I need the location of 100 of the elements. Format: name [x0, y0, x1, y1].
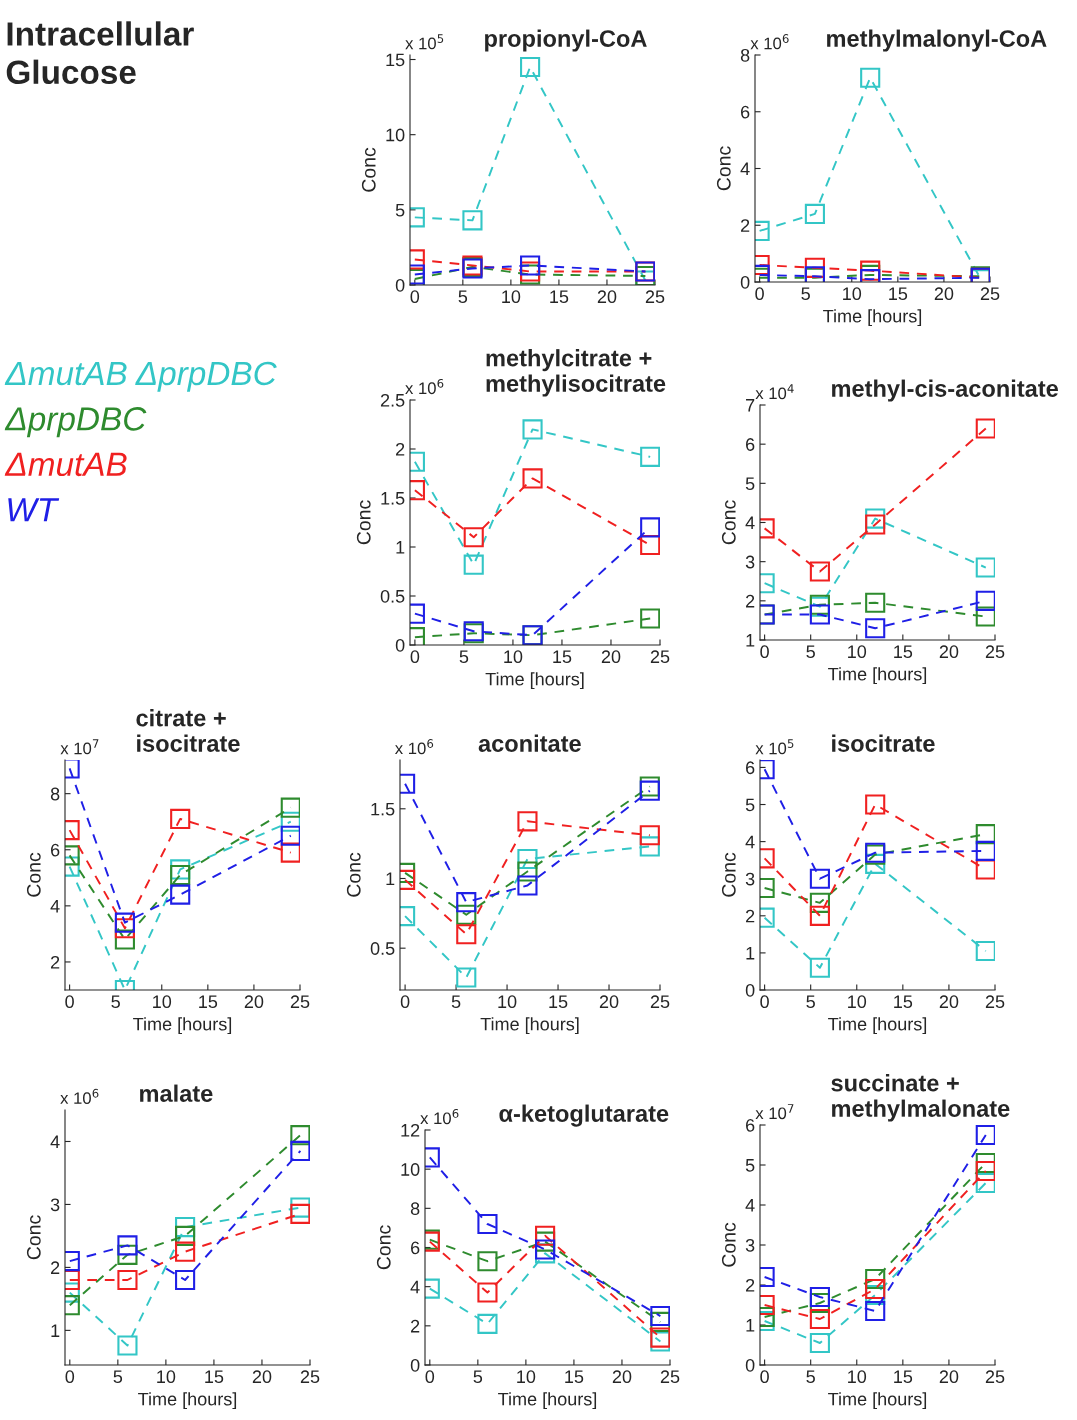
x-tick-label: 25 — [985, 645, 1005, 659]
x-tick-label: 5 — [451, 995, 461, 1009]
y-tick-label: 4 — [740, 162, 750, 176]
y-axis-title: Conc — [721, 852, 736, 897]
y-tick-label: 8 — [50, 787, 60, 801]
y-tick-label: 6 — [746, 1118, 755, 1132]
x-tick-label: 20 — [612, 1370, 632, 1384]
x-tick-label: 20 — [934, 287, 954, 301]
y-axis-title: Conc — [356, 500, 371, 545]
y-tick-label: 2 — [411, 1319, 420, 1333]
text: x 10$^{6}$ — [405, 378, 444, 395]
x-tick-label: 10 — [848, 645, 867, 659]
y-tick-label: 5 — [745, 798, 755, 812]
chart-title: aconitate — [478, 734, 581, 752]
x-tick-label: 15 — [894, 645, 913, 659]
x-tick-label: 5 — [473, 1370, 483, 1384]
y-tick-label: 2 — [746, 1278, 755, 1292]
x-tick-label: 5 — [806, 645, 815, 659]
y-axis-title: Conc — [721, 500, 736, 545]
x-tick-label: 10 — [848, 995, 867, 1009]
x-tick-label: 5 — [111, 995, 120, 1009]
x-tick-label: 25 — [645, 290, 665, 304]
x-axis-title: Time [hours] — [485, 672, 584, 690]
x-tick-label: 10 — [517, 1370, 536, 1384]
x-tick-label: 20 — [244, 995, 264, 1009]
y-tick-label: 7 — [746, 399, 755, 412]
x-tick-label: 5 — [801, 287, 810, 301]
y-tick-label: 1 — [746, 947, 755, 960]
y-tick-label: 6 — [51, 843, 60, 857]
x-tick-label: 15 — [553, 650, 572, 664]
x-tick-label: 15 — [549, 995, 568, 1009]
x-tick-label: 15 — [889, 287, 908, 301]
text: x 10$^{5}$ — [755, 739, 794, 755]
text: x 10$^{7}$ — [60, 739, 99, 755]
y-axis-title: Conc — [26, 1215, 41, 1260]
y-tick-label: 1 — [746, 634, 755, 647]
y-tick-label: 12 — [401, 1123, 420, 1137]
y-tick-label: 1 — [746, 1319, 755, 1332]
y-axis-title: Conc — [376, 1225, 391, 1270]
x-tick-label: 25 — [660, 1370, 680, 1384]
x-tick-label: 15 — [565, 1370, 584, 1384]
y-tick-label: 4 — [745, 835, 755, 849]
text: x 10$^{6}$ — [394, 739, 434, 755]
chart-title: propionyl-CoA — [485, 29, 647, 52]
y-axis-title: Conc — [346, 852, 361, 897]
x-tick-label: 15 — [199, 995, 218, 1009]
chart-title: methylcitrate + methylisocitrate — [486, 349, 666, 397]
text: Intracellular Glucose — [6, 21, 194, 85]
y-tick-label: 0 — [740, 275, 750, 289]
x-axis-title: Time [hours] — [828, 1017, 927, 1035]
x-axis-title: Time [hours] — [823, 309, 922, 327]
y-tick-label: 0 — [395, 278, 405, 292]
y-tick-label: 5 — [745, 477, 755, 491]
text: ΔmutAB — [4, 452, 127, 477]
y-axis-title: Conc — [721, 1222, 736, 1267]
x-tick-label: 25 — [650, 650, 670, 664]
y-tick-label: 1.5 — [381, 492, 405, 505]
y-tick-label: 1.5 — [371, 802, 395, 816]
chart-title: succinate + methylmalonate — [831, 1074, 1010, 1122]
x-tick-label: 10 — [153, 995, 172, 1009]
x-axis-title: Time [hours] — [498, 1392, 597, 1410]
x-tick-label: 0 — [760, 1370, 769, 1384]
x-tick-label: 20 — [939, 995, 959, 1009]
y-tick-label: 4 — [50, 1135, 60, 1149]
y-tick-label: 10 — [401, 1163, 420, 1176]
chart-title: malate — [140, 1084, 213, 1102]
y-tick-label: 2 — [746, 594, 755, 608]
x-tick-label: 15 — [205, 1370, 224, 1384]
x-axis-title: Time [hours] — [828, 667, 927, 685]
text: x 10$^{6}$ — [750, 34, 789, 50]
x-tick-label: 0 — [65, 1370, 75, 1384]
x-axis-title: Time [hours] — [138, 1392, 237, 1410]
text: WT — [8, 498, 60, 522]
chart-title: citrate + isocitrate — [136, 709, 240, 752]
x-tick-label: 25 — [985, 995, 1005, 1009]
y-tick-label: 8 — [410, 1202, 420, 1216]
x-tick-label: 25 — [290, 995, 310, 1009]
text: x 10$^{6}$ — [60, 1088, 99, 1105]
y-tick-label: 6 — [746, 761, 755, 775]
y-tick-label: 4 — [745, 516, 755, 530]
x-axis-title: Time [hours] — [828, 1392, 927, 1410]
text: x 10$^{7}$ — [755, 1104, 794, 1120]
x-tick-label: 5 — [806, 995, 815, 1009]
chart-title: methylmalonyl-CoA — [827, 29, 1047, 52]
x-tick-label: 0 — [760, 645, 769, 659]
x-tick-label: 25 — [985, 1370, 1005, 1384]
x-tick-label: 20 — [597, 290, 617, 304]
y-tick-label: 8 — [740, 48, 750, 62]
x-tick-label: 20 — [599, 995, 619, 1009]
y-tick-label: 6 — [411, 1241, 420, 1255]
y-tick-label: 10 — [386, 128, 405, 142]
x-tick-label: 5 — [458, 290, 468, 304]
y-tick-label: 1 — [51, 1324, 60, 1337]
x-tick-label: 10 — [504, 650, 523, 664]
x-tick-label: 10 — [848, 1370, 867, 1384]
x-tick-label: 15 — [550, 290, 569, 304]
chart-title: methyl-cis-aconitate — [832, 379, 1058, 402]
chart-title: α-ketoglutarate — [499, 1104, 669, 1127]
y-tick-label: 3 — [745, 555, 755, 569]
x-tick-label: 0 — [760, 995, 769, 1009]
